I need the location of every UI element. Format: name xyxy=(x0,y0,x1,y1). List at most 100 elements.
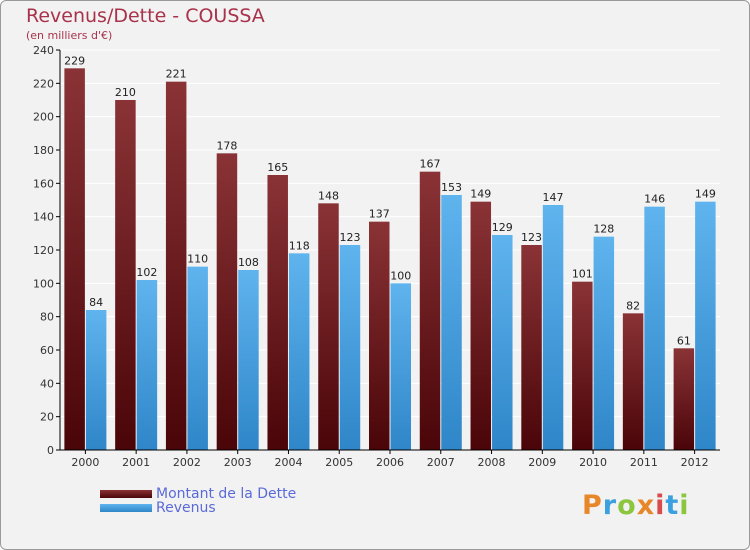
data-label: 165 xyxy=(267,161,288,174)
legend-swatch-debt xyxy=(100,490,152,498)
bar-debt xyxy=(622,313,644,450)
data-label: 129 xyxy=(492,221,513,234)
data-label: 221 xyxy=(166,68,187,81)
logo-letter: x xyxy=(636,490,656,521)
data-label: 128 xyxy=(593,223,614,236)
gridlines xyxy=(60,49,720,418)
x-tick-label: 2010 xyxy=(579,456,607,469)
bar-debt xyxy=(115,100,136,450)
logo-letter: i xyxy=(679,490,690,521)
bar-revenue xyxy=(695,201,716,450)
x-tick-label: 2011 xyxy=(630,456,658,469)
logo-letter: P xyxy=(582,490,603,521)
x-tick-label: 2012 xyxy=(681,456,709,469)
logo-letter: i xyxy=(655,490,666,521)
data-label: 82 xyxy=(626,299,640,312)
y-tick-label: 60 xyxy=(40,344,54,357)
data-label: 229 xyxy=(64,54,85,67)
x-tick-label: 2005 xyxy=(325,456,353,469)
bar-debt xyxy=(572,281,593,450)
logo-letter: r xyxy=(602,490,618,521)
chart-subtitle: (en milliers d'€) xyxy=(26,29,113,42)
legend-label-revenue: Revenus xyxy=(156,500,216,516)
y-tick-label: 140 xyxy=(33,211,54,224)
bar-revenue xyxy=(187,266,208,450)
data-label: 153 xyxy=(441,181,462,194)
x-tick-label: 2007 xyxy=(427,456,455,469)
y-tick-label: 120 xyxy=(33,244,54,257)
bar-revenue xyxy=(441,195,462,450)
bar-revenue xyxy=(644,206,665,450)
legend-item-debt: Montant de la Dette xyxy=(100,486,297,502)
bar-debt xyxy=(64,68,85,450)
bar-debt xyxy=(369,221,390,450)
bar-revenue xyxy=(339,245,361,450)
y-tick-label: 180 xyxy=(33,144,54,157)
logo-letter: o xyxy=(617,490,637,521)
data-labels: 229 84 210 102 221 110 178 108 165 118 148 123 137 10… xyxy=(64,54,716,347)
bar-revenue xyxy=(542,205,564,450)
data-label: 178 xyxy=(216,139,237,152)
x-tick-label: 2000 xyxy=(71,456,99,469)
x-tick-label: 2009 xyxy=(528,456,556,469)
data-label: 137 xyxy=(369,208,390,221)
bar-revenue xyxy=(136,280,158,450)
y-tick-label: 40 xyxy=(40,377,54,390)
y-tick-label: 220 xyxy=(33,77,54,90)
legend-item-revenue: Revenus xyxy=(100,500,216,516)
bar-revenue xyxy=(593,236,615,450)
bars xyxy=(64,68,716,451)
y-tick-label: 20 xyxy=(40,411,54,424)
tick-labels: 0 20 40 60 80 100 120 140 160 180 200 220 240 2000 200… xyxy=(33,44,709,469)
data-label: 100 xyxy=(390,269,411,282)
bar-revenue xyxy=(492,235,513,450)
x-tick-label: 2002 xyxy=(173,456,201,469)
data-label: 110 xyxy=(187,253,208,266)
data-label: 102 xyxy=(136,266,157,279)
data-label: 61 xyxy=(677,334,691,347)
data-label: 146 xyxy=(644,193,665,206)
x-tick-label: 2001 xyxy=(122,456,150,469)
y-tick-label: 80 xyxy=(40,311,54,324)
proxiti-logo: Proxiti xyxy=(582,490,690,521)
logo-letter: t xyxy=(665,490,680,521)
y-tick-label: 200 xyxy=(33,111,54,124)
chart-title: Revenus/Dette - COUSSA xyxy=(26,5,265,27)
bar-debt xyxy=(267,175,288,450)
data-label: 108 xyxy=(238,256,259,269)
data-label: 147 xyxy=(543,191,564,204)
x-tick-label: 2008 xyxy=(478,456,506,469)
bar-revenue xyxy=(238,270,259,450)
data-label: 167 xyxy=(420,158,441,171)
y-tick-label: 0 xyxy=(47,444,54,457)
legend-label-debt: Montant de la Dette xyxy=(156,486,297,502)
x-tick-label: 2006 xyxy=(376,456,404,469)
bar-revenue xyxy=(288,253,310,450)
y-tick-label: 240 xyxy=(33,44,54,57)
bar-debt xyxy=(470,201,492,450)
bar-debt xyxy=(521,245,542,450)
axes xyxy=(56,49,720,454)
bar-revenue xyxy=(390,283,411,450)
x-tick-label: 2004 xyxy=(274,456,302,469)
legend-swatch-revenue xyxy=(100,504,152,512)
data-label: 149 xyxy=(470,188,491,201)
data-label: 123 xyxy=(521,231,542,244)
data-label: 84 xyxy=(89,296,103,309)
bar-revenue xyxy=(85,310,107,450)
y-tick-label: 160 xyxy=(33,177,54,190)
bar-debt xyxy=(673,348,695,450)
bar-debt xyxy=(318,203,339,450)
data-label: 118 xyxy=(289,239,310,252)
data-label: 123 xyxy=(339,231,360,244)
data-label: 149 xyxy=(695,188,716,201)
data-label: 101 xyxy=(572,268,593,281)
bar-debt xyxy=(165,81,187,451)
bar-debt xyxy=(216,153,238,451)
y-tick-label: 100 xyxy=(33,277,54,290)
data-label: 210 xyxy=(115,86,136,99)
data-label: 148 xyxy=(318,189,339,202)
x-tick-label: 2003 xyxy=(224,456,252,469)
bar-debt xyxy=(419,171,441,450)
